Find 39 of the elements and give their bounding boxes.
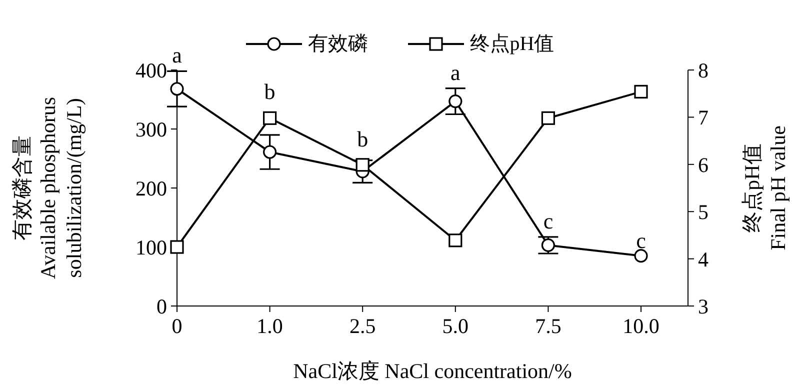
x-tick-label: 7.5 xyxy=(535,314,562,338)
x-axis-title: NaCl浓度 NaCl concentration/% xyxy=(293,359,572,383)
y2-axis-title: 终点pH值 Final pH value xyxy=(740,126,790,250)
x-tick-label: 10.0 xyxy=(622,314,660,338)
y-tick-label: 0 xyxy=(156,294,167,318)
y2-tick-label: 3 xyxy=(698,294,708,318)
point xyxy=(356,158,370,172)
y-axis-title: 有效磷含量 Available phosphorus solubilization/(mg/L) xyxy=(10,96,86,280)
point xyxy=(634,249,648,263)
point xyxy=(541,111,555,125)
point xyxy=(170,240,184,254)
point xyxy=(448,94,462,108)
annotation: a xyxy=(450,60,461,85)
point xyxy=(263,145,277,159)
point xyxy=(448,234,462,248)
annotation: b xyxy=(264,78,276,104)
y2-tick-label: 7 xyxy=(698,106,708,130)
point xyxy=(170,82,184,96)
legend-label: 有效磷 xyxy=(308,32,368,57)
x-tick-label: 5.0 xyxy=(442,314,469,338)
y2-tick-label: 8 xyxy=(698,58,708,82)
y-tick-label: 100 xyxy=(136,235,167,260)
annotation: c xyxy=(543,208,554,234)
point xyxy=(541,238,555,252)
point xyxy=(263,111,277,125)
y-tick-label: 200 xyxy=(136,176,167,200)
y-tick-label: 400 xyxy=(136,58,167,82)
annotation: a xyxy=(172,42,182,68)
y2-tick-label: 5 xyxy=(698,200,708,224)
legend-label: 终点pH值 xyxy=(470,32,554,57)
x-tick-label: 2.5 xyxy=(349,314,376,338)
x-tick-label: 0 xyxy=(172,314,182,338)
y-tick-label: 300 xyxy=(136,117,167,142)
point xyxy=(634,84,648,99)
x-tick-label: 1.0 xyxy=(256,314,283,338)
y2-tick-label: 6 xyxy=(698,152,708,177)
annotation: b xyxy=(357,126,368,152)
annotation: c xyxy=(636,228,646,253)
y2-tick-label: 4 xyxy=(698,247,709,272)
